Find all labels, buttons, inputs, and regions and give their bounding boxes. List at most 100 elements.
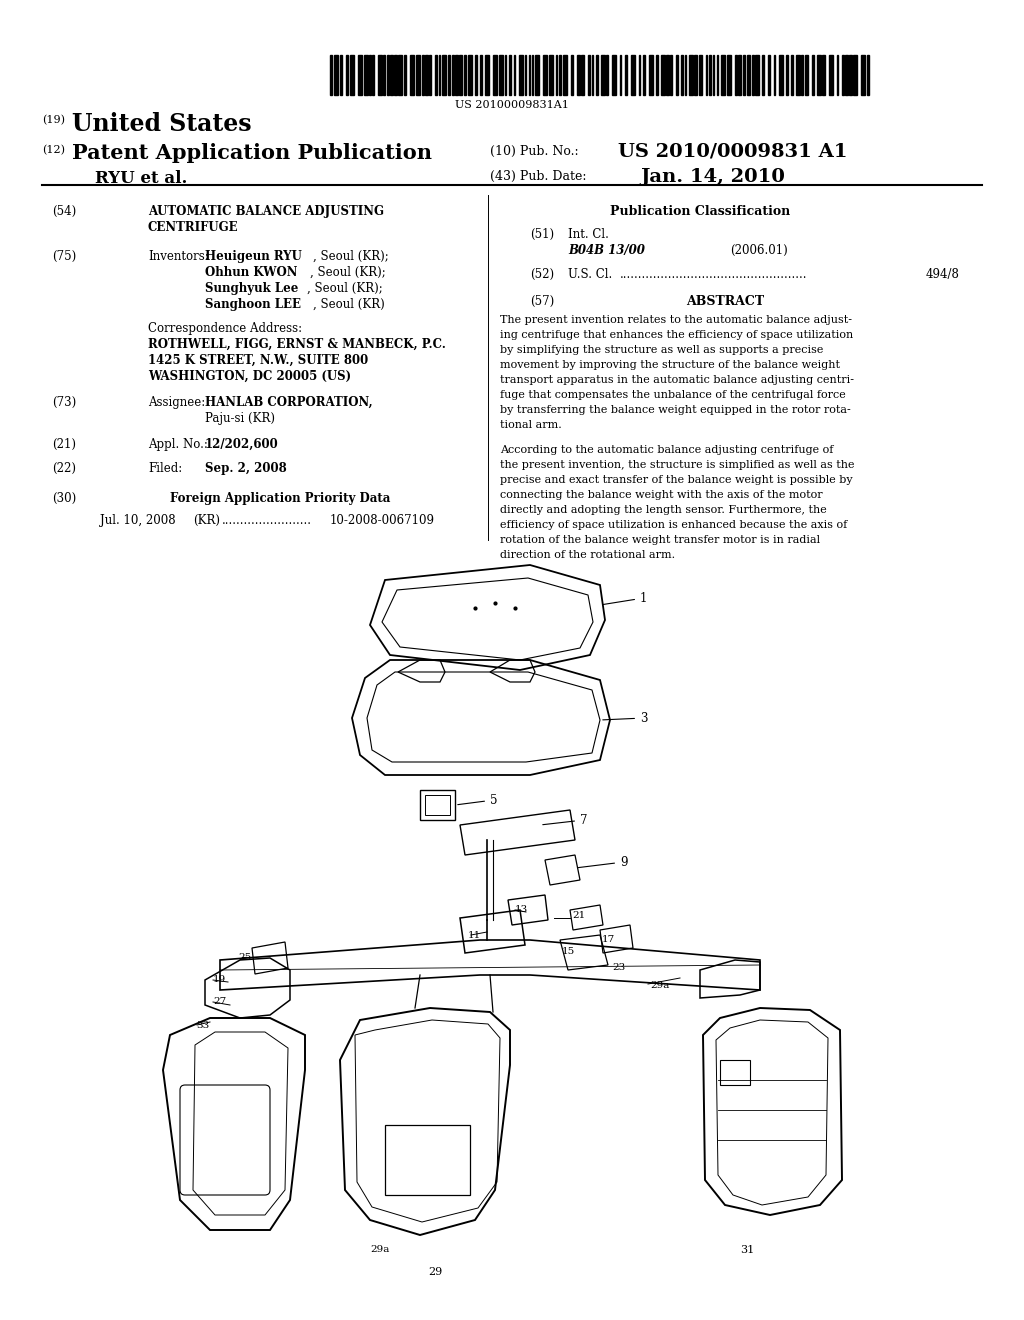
Text: (51): (51) [530,228,554,242]
Bar [600,55,604,95]
Text: Appl. No.:: Appl. No.: [148,438,208,451]
Text: U.S. Cl.: U.S. Cl. [568,268,612,281]
Bar [639,55,640,95]
Bar [528,55,530,95]
Bar [416,55,420,95]
Bar [588,55,590,95]
Text: movement by improving the structure of the balance weight: movement by improving the structure of t… [500,360,840,370]
Text: 29a: 29a [650,981,670,990]
Bar [681,55,683,95]
Bar [773,55,775,95]
Text: HANLAB CORPORATION,: HANLAB CORPORATION, [205,396,373,409]
Bar [706,55,707,95]
Bar [779,55,783,95]
Bar [699,55,701,95]
Bar [558,55,561,95]
Text: directly and adopting the length sensor. Furthermore, the: directly and adopting the length sensor.… [500,506,826,515]
Text: Heuigeun RYU: Heuigeun RYU [205,249,302,263]
Text: (57): (57) [530,294,554,308]
Text: Int. Cl.: Int. Cl. [568,228,609,242]
Text: B04B 13/00: B04B 13/00 [568,244,645,257]
Text: Jul. 10, 2008: Jul. 10, 2008 [100,513,176,527]
Text: (52): (52) [530,268,554,281]
Text: 33: 33 [196,1020,209,1030]
Bar [410,55,414,95]
Bar [743,55,744,95]
Text: ABSTRACT: ABSTRACT [686,294,764,308]
Bar [452,55,454,95]
Bar [649,55,653,95]
Text: (KR): (KR) [193,513,220,527]
Bar [727,55,731,95]
Text: 11: 11 [468,931,481,940]
Text: tional arm.: tional arm. [500,420,562,430]
Bar [849,55,852,95]
Bar [631,55,635,95]
Bar [785,55,788,95]
Text: (21): (21) [52,438,76,451]
Bar [422,55,424,95]
Bar [387,55,388,95]
Text: ..................................................: ........................................… [620,268,808,281]
Bar [738,55,740,95]
Bar [577,55,580,95]
Bar [816,55,820,95]
Text: (2006.01): (2006.01) [730,244,787,257]
Text: Patent Application Publication: Patent Application Publication [72,143,432,162]
Bar [606,55,607,95]
Text: (30): (30) [52,492,76,506]
Bar [549,55,553,95]
Bar [611,55,615,95]
Bar [509,55,511,95]
Text: 15: 15 [562,948,575,957]
Bar [358,55,362,95]
Text: Sanghoon LEE: Sanghoon LEE [205,298,301,312]
Bar [805,55,808,95]
Text: 13: 13 [515,906,528,915]
Bar [429,55,430,95]
Bar [519,55,523,95]
Text: 19: 19 [213,975,226,985]
Bar [853,55,857,95]
Bar [720,1060,750,1085]
Bar [642,55,645,95]
Bar [474,55,477,95]
Bar [364,55,368,95]
Text: Sep. 2, 2008: Sep. 2, 2008 [205,462,287,475]
Text: 12/202,600: 12/202,600 [205,438,279,451]
Bar [735,55,736,95]
Text: WASHINGTON, DC 20005 (US): WASHINGTON, DC 20005 (US) [148,370,351,383]
Text: United States: United States [72,112,252,136]
Text: by transferring the balance weight equipped in the rotor rota-: by transferring the balance weight equip… [500,405,851,414]
Text: 27: 27 [213,998,226,1006]
Text: (73): (73) [52,396,76,409]
Text: 5: 5 [458,793,498,807]
Text: 494/8: 494/8 [926,268,961,281]
Bar [837,55,838,95]
Bar [811,55,814,95]
Text: direction of the rotational arm.: direction of the rotational arm. [500,550,675,560]
Bar [676,55,678,95]
Text: 25: 25 [238,953,251,962]
Text: transport apparatus in the automatic balance adjusting centri-: transport apparatus in the automatic bal… [500,375,854,385]
Bar [592,55,593,95]
Text: 29a: 29a [370,1246,389,1254]
Bar [493,55,497,95]
Bar [660,55,665,95]
Bar [459,55,462,95]
Bar [845,55,848,95]
Text: 3: 3 [603,711,647,725]
Bar [369,55,371,95]
Bar [535,55,539,95]
Bar [801,55,803,95]
Text: by simplifying the structure as well as supports a precise: by simplifying the structure as well as … [500,345,823,355]
Text: (12): (12) [42,145,65,156]
Bar [340,55,342,95]
Bar [625,55,627,95]
Bar [455,55,458,95]
Bar [403,55,406,95]
Bar [596,55,598,95]
Bar [449,55,450,95]
Text: 9: 9 [578,855,628,869]
Text: 1: 1 [603,591,647,605]
